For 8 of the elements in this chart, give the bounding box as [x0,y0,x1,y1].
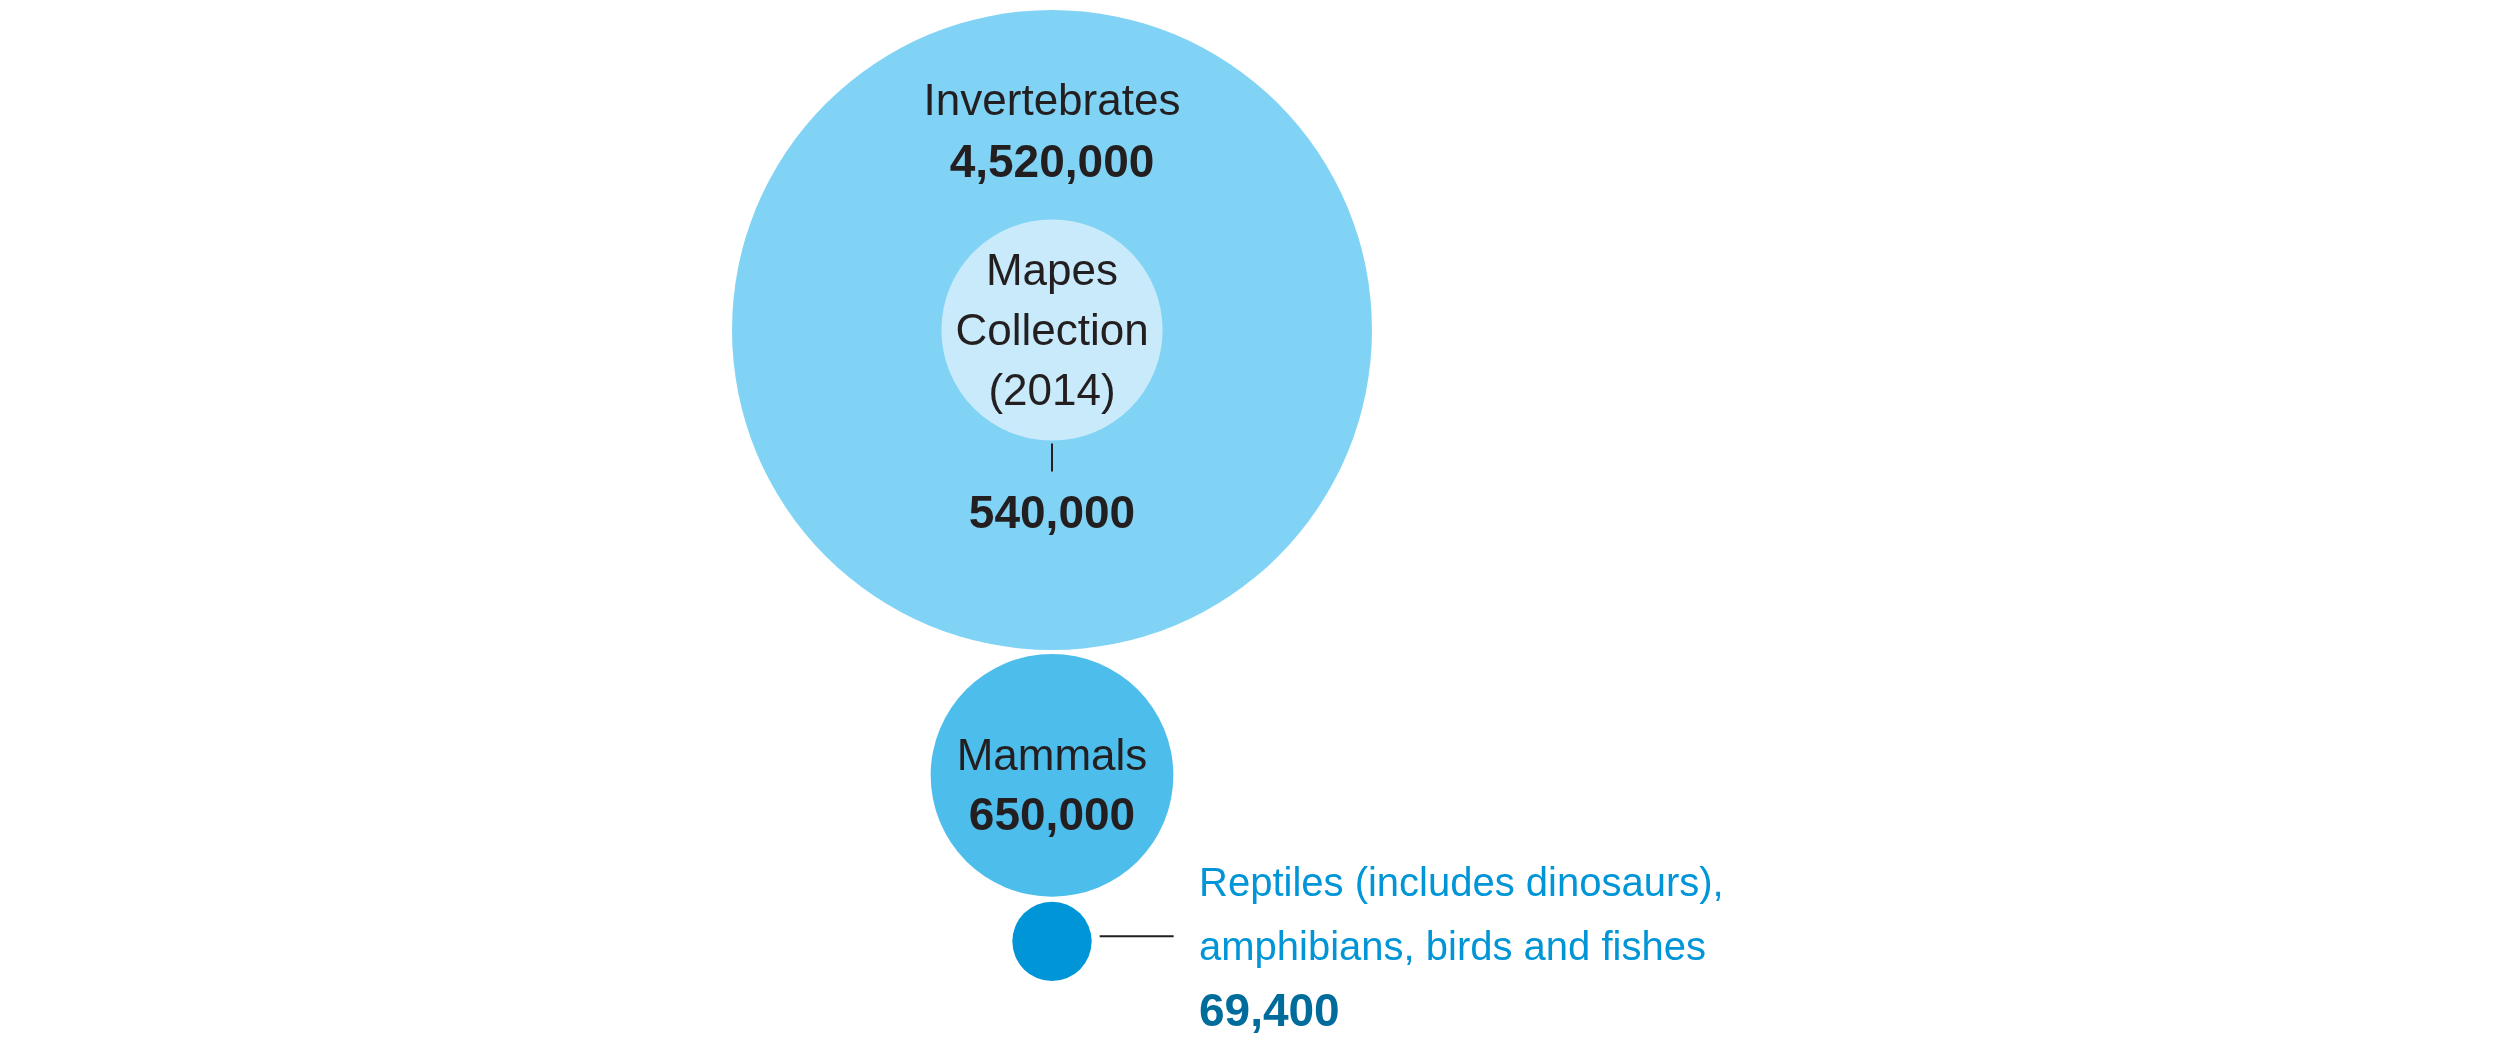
category-label: Mammals [956,730,1148,780]
data-label: 4,520,000 [949,135,1155,187]
category-label: Invertebrates [923,75,1181,124]
data-label: 650,000 [968,788,1136,841]
data-label: 69,400 [1199,984,1340,1037]
category-label: Mapes Collection (2014) [955,245,1149,414]
category-label: Reptiles (includes dinosaurs), amphibians, birds and fishes [1199,860,1724,969]
data-label: 540,000 [968,485,1136,538]
